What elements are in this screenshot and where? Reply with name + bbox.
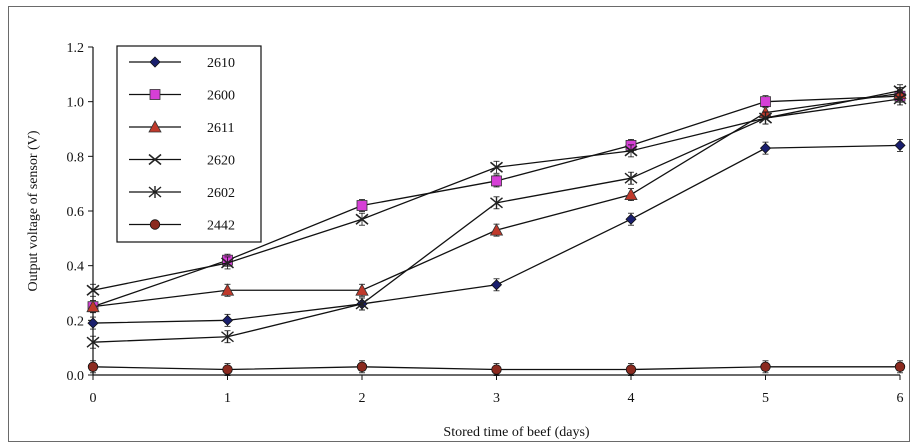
data-point-2611 [624, 187, 638, 201]
legend-marker-2611 [148, 120, 162, 133]
legend-marker-2442 [149, 219, 161, 230]
data-point-2620 [489, 161, 504, 173]
data-point-2620 [893, 85, 907, 97]
data-point-2442 [222, 364, 233, 375]
legend-label-2611: 2611 [207, 121, 234, 136]
y-tick-label: 0.4 [67, 260, 85, 275]
data-point-2610 [625, 213, 637, 225]
data-point-2602 [624, 172, 638, 185]
x-tick-label: 0 [90, 391, 97, 406]
data-point-2620 [86, 284, 100, 296]
data-point-2602 [490, 196, 503, 209]
y-tick-label: 0.6 [67, 205, 85, 220]
x-tick-label: 1 [224, 391, 231, 406]
x-tick-label: 6 [897, 391, 904, 406]
data-point-2611 [86, 299, 100, 313]
x-tick-label: 5 [762, 391, 769, 406]
chart-frame [8, 6, 910, 442]
legend-marker-2610 [149, 56, 161, 68]
y-tick-label: 1.0 [67, 96, 85, 111]
y-tick-label: 0.0 [67, 369, 85, 384]
data-point-2610 [894, 139, 906, 151]
data-point-2611 [355, 283, 369, 296]
y-tick-label: 0.2 [67, 314, 85, 329]
data-point-2442 [894, 361, 906, 373]
data-point-2602 [221, 330, 234, 343]
data-point-2602 [86, 336, 100, 349]
data-point-2610 [221, 314, 234, 326]
data-point-2620 [355, 213, 369, 225]
data-point-2602 [759, 112, 772, 125]
x-axis-label: Stored time of beef (days) [443, 425, 590, 440]
data-point-2442 [625, 364, 637, 375]
data-point-2602 [355, 297, 369, 310]
data-point-2602 [893, 92, 907, 105]
data-point-2442 [760, 361, 771, 373]
y-axis-label: Output voltage of sensor (V) [26, 130, 41, 291]
data-point-2600 [760, 96, 771, 108]
data-point-2610 [87, 317, 99, 329]
legend-marker-2620 [148, 153, 162, 166]
x-tick-label: 3 [493, 391, 500, 406]
y-tick-label: 0.8 [67, 150, 85, 165]
legend-marker-2600 [149, 89, 161, 100]
data-point-2610 [490, 279, 503, 291]
data-point-2442 [491, 364, 502, 375]
legend-label-2442: 2442 [207, 219, 235, 234]
data-point-2611 [489, 223, 504, 236]
x-tick-label: 2 [359, 391, 366, 406]
legend-label-2620: 2620 [207, 154, 235, 169]
legend-box [116, 45, 262, 243]
data-point-2600 [491, 175, 502, 187]
x-tick-label: 4 [628, 391, 635, 406]
data-point-2442 [87, 361, 99, 373]
data-point-2620 [220, 257, 235, 269]
y-tick-label: 1.2 [67, 41, 85, 56]
legend-label-2602: 2602 [207, 186, 235, 201]
data-point-2611 [220, 283, 235, 296]
data-point-2620 [624, 145, 638, 157]
legend-label-2610: 2610 [207, 56, 235, 71]
legend-marker-2602 [148, 186, 162, 198]
data-point-2610 [759, 142, 772, 154]
legend-label-2600: 2600 [207, 89, 235, 104]
data-point-2600 [356, 200, 368, 211]
data-point-2442 [356, 361, 368, 373]
